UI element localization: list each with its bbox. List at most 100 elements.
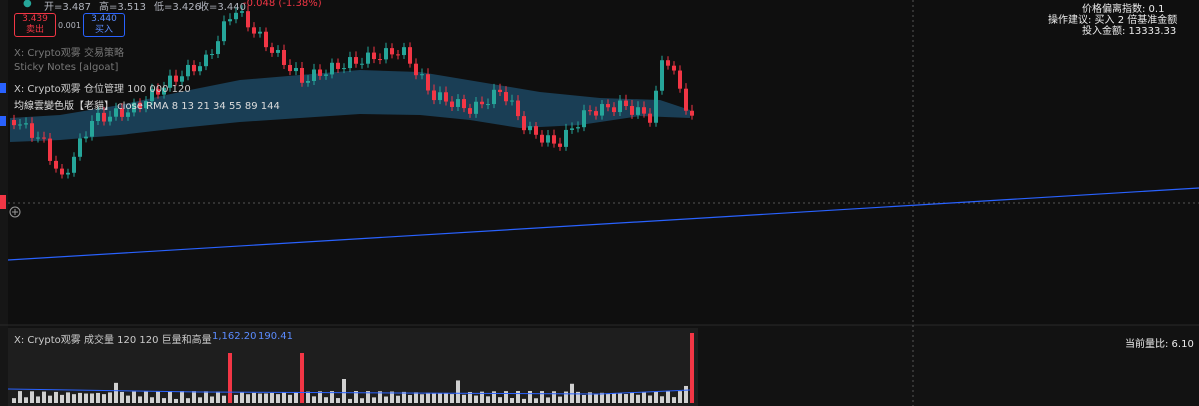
volume-bar [546,397,550,403]
candle-body [498,89,502,93]
volume-bar [648,395,652,403]
candle-body [576,127,580,129]
volume-bar [672,397,676,403]
volume-bar [456,380,460,403]
candle-body [348,57,352,69]
candle-body [624,100,628,107]
candle-body [630,106,634,115]
volume-bar [156,391,160,403]
volume-bar [120,391,124,403]
volume-bar [204,391,208,403]
volume-bar [360,398,364,403]
candle-body [282,50,286,65]
candle-body [306,80,310,83]
candle-body [516,100,520,117]
volume-bar [198,397,202,403]
info-line: 投入金额: 13333.33 [1082,26,1177,37]
volume-bar [192,391,196,403]
volume-bar [102,394,106,403]
candle-body [462,99,466,109]
volume-bar [138,396,142,403]
volume-bar [654,391,658,403]
volume-bar [342,379,346,403]
indicator-legend[interactable]: X: Crypto观雾 交易策略 [14,48,124,59]
candle-body [336,62,340,69]
candle-body [204,54,208,67]
ohlc-high: 高=3.513 [99,2,147,13]
candle-body [690,110,694,116]
volume-bar [30,391,34,403]
candle-body [570,128,574,130]
candle-body [30,123,34,138]
volume-bar [162,398,166,403]
candle-body [636,107,640,115]
candle-body [150,89,154,102]
candle-body [222,21,226,42]
candle-body [354,57,358,64]
candle-body [24,123,28,125]
indicator-legend[interactable]: X: Crypto观雾 仓位管理 100 000 120 [14,84,191,95]
indicator-legend[interactable]: Sticky Notes [algoat] [14,62,119,73]
volume-bar [324,397,328,403]
candle-body [396,54,400,56]
candle-body [534,126,538,135]
sell-button[interactable]: 3.439 卖出 [14,13,56,37]
buy-label: 买入 [94,25,113,35]
volume-bar [480,391,484,403]
candle-body [108,116,112,122]
candle-body [210,54,214,56]
trend-line [7,187,1199,261]
volume-bar [294,391,298,403]
candle-body [138,102,142,109]
volume-bar [180,391,184,403]
candle-body [18,124,22,126]
candle-body [642,107,646,114]
candle-body [420,74,424,76]
status-dot: ● [23,0,32,9]
volume-bar [414,392,418,403]
candle-body [78,138,82,157]
candle-body [102,112,106,122]
volume-bar [132,391,136,403]
candle-body [444,92,448,102]
volume-bar [438,393,442,403]
candle-body [198,66,202,72]
volume-bar [306,391,310,403]
candle-body [408,47,412,64]
candle-body [366,52,370,64]
volume-bar [276,394,280,403]
volume-bar [54,391,58,403]
candle-body [180,76,184,82]
volume-bar [348,398,352,403]
volume-bar [564,391,568,403]
volume-bar [594,394,598,403]
indicator-legend[interactable]: 均線雲變色版【老貓】 close RMA 8 13 21 34 55 89 14… [14,101,280,112]
volume-bar [108,392,112,403]
candle-body [312,69,316,81]
candle-body [66,172,70,175]
volume-bar [354,391,358,403]
volume-title[interactable]: X: Crypto观雾 成交量 120 120 巨量和高量 [14,335,212,346]
buy-button[interactable]: 3.440 买入 [83,13,125,37]
candle-body [144,101,148,109]
volume-bar [72,394,76,403]
volume-bar [462,394,466,403]
candle-body [360,63,364,65]
volume-bar [66,392,70,403]
candle-body [12,120,16,126]
candle-body [60,168,64,175]
candle-body [564,129,568,147]
volume-bar [408,394,412,403]
volume-ratio: 当前量比: 6.10 [1125,339,1194,350]
candle-body [588,110,592,112]
candle-body [252,27,256,34]
volume-bar [510,398,514,403]
candle-body [330,62,334,75]
volume-bar [486,396,490,403]
candle-body [168,75,172,88]
candle-body [372,52,376,60]
info-line: 操作建议: 买入 2 倍基准金额 [1048,15,1178,26]
volume-bar [420,394,424,403]
add-button[interactable] [9,206,21,218]
candle-body [402,47,406,56]
